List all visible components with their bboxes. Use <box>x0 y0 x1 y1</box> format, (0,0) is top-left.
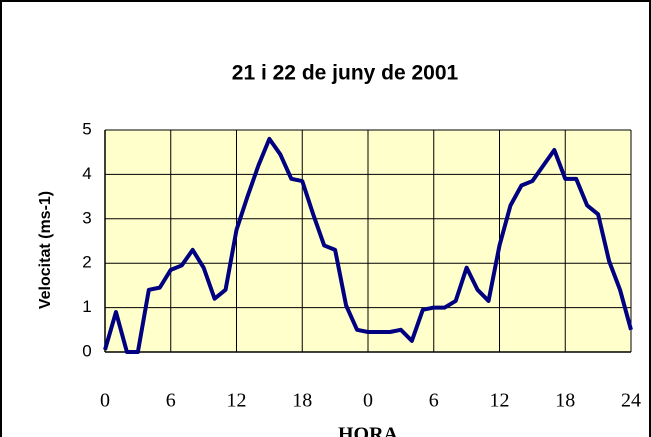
x-tick-label: 0 <box>363 390 373 412</box>
y-tick-label: 0 <box>82 341 91 360</box>
x-tick-label: 18 <box>555 390 575 412</box>
y-tick-label: 5 <box>82 119 91 138</box>
y-tick-label: 4 <box>82 164 91 183</box>
x-tick-label: 6 <box>166 390 176 412</box>
x-tick-label: 12 <box>227 390 247 412</box>
y-tick-label: 1 <box>82 297 91 316</box>
x-tick-label: 0 <box>100 390 110 412</box>
x-tick-label: 24 <box>621 390 641 412</box>
x-axis-label: HORA <box>338 424 399 437</box>
y-tick-label: 3 <box>82 208 91 227</box>
y-tick-label: 2 <box>82 253 91 272</box>
x-tick-label: 18 <box>292 390 312 412</box>
x-tick-label: 12 <box>490 390 510 412</box>
y-axis-label: Velocitat (ms-1) <box>37 191 54 309</box>
x-tick-label: 6 <box>429 390 439 412</box>
data-line <box>103 136 633 354</box>
chart-title: 21 i 22 de juny de 2001 <box>232 62 459 85</box>
